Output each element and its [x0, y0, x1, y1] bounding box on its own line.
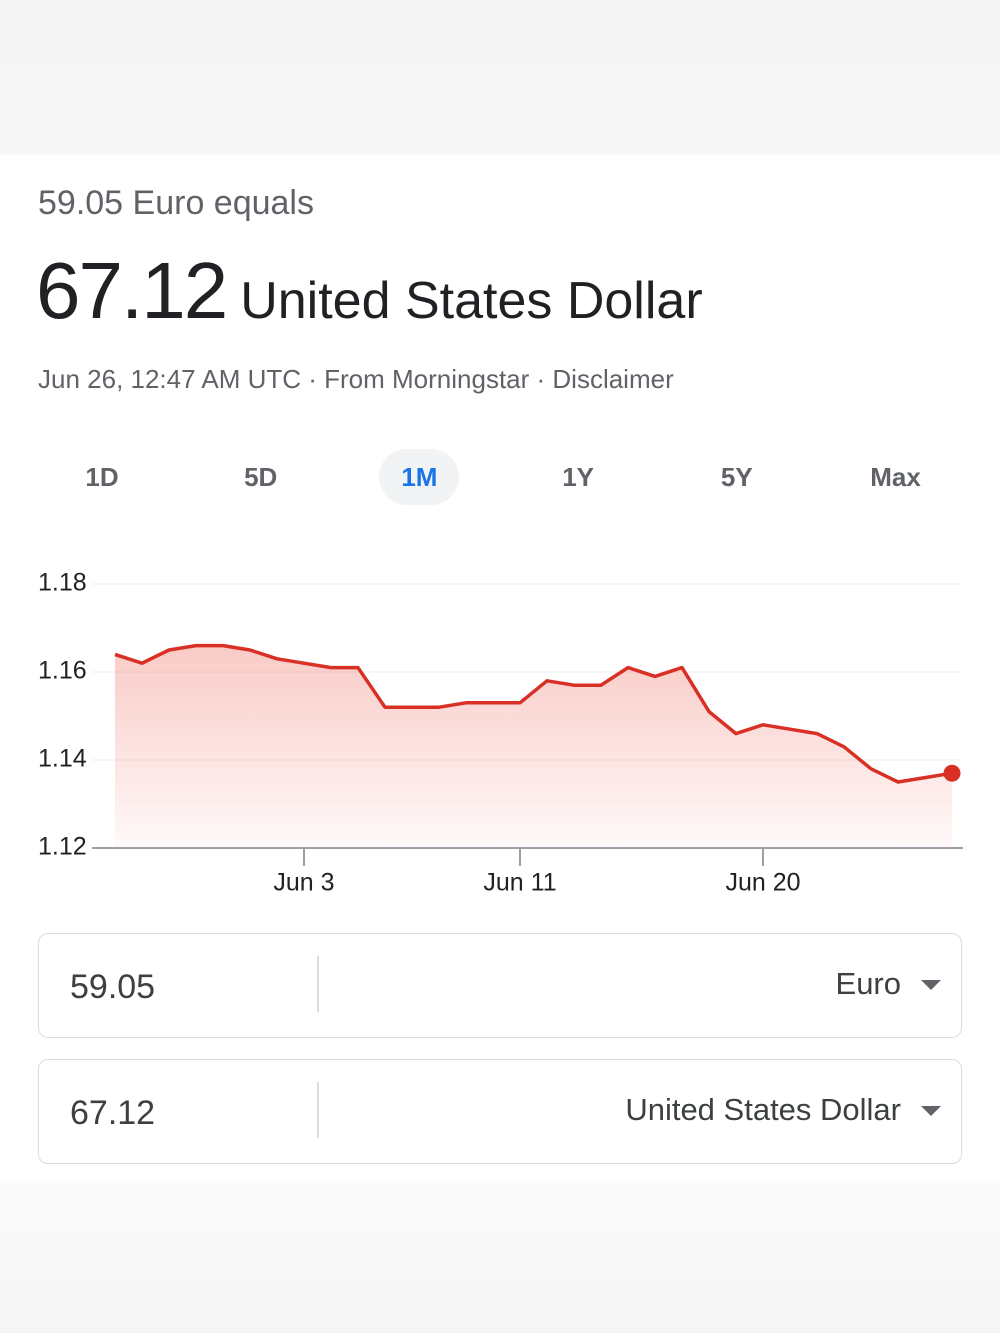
area: [115, 645, 952, 848]
amount-input[interactable]: 59.05: [70, 968, 156, 1006]
top-fade: [0, 0, 1000, 155]
y-tick-label: 1.12: [38, 833, 87, 861]
y-tick-label: 1.14: [38, 745, 87, 773]
range-tab[interactable]: 1Y: [562, 462, 594, 492]
divider: [317, 956, 319, 1012]
bottom-fade: [0, 1180, 1000, 1333]
currency-select[interactable]: Euro: [835, 966, 901, 1001]
dropdown-caret[interactable]: [921, 1106, 941, 1116]
range-tab[interactable]: 1D: [85, 462, 119, 492]
converter-row: 67.12 United States Dollar: [38, 1059, 962, 1164]
divider: [317, 1082, 319, 1138]
range-tab[interactable]: 5Y: [720, 462, 753, 492]
subtitle: 59.05 Euro equals: [38, 184, 314, 222]
chart: 1.12 1.14 1.16 1.18 Jun 3 Jun 11 Jun 20: [38, 569, 963, 897]
end-dot: [943, 764, 961, 782]
line: [114, 643, 953, 784]
x-tick-label: Jun 11: [483, 869, 556, 897]
range-tab[interactable]: 1M: [379, 449, 460, 505]
converter-row: 59.05 Euro: [38, 933, 962, 1038]
result-currency: United States Dollar: [240, 272, 703, 330]
meta: Jun 26, 12:47 AM UTC · From Morningstar …: [38, 364, 674, 394]
range-tab[interactable]: Max: [870, 462, 921, 492]
result-amount: 67.12: [36, 246, 228, 335]
y-tick-label: 1.16: [38, 657, 87, 685]
x-tick-label: Jun 20: [725, 869, 800, 897]
amount-input[interactable]: 67.12: [70, 1094, 156, 1132]
currency-select[interactable]: United States Dollar: [625, 1092, 901, 1127]
x-tick-label: Jun 3: [273, 869, 334, 897]
result: 67.12 United States Dollar: [36, 245, 703, 337]
range-tab[interactable]: 5D: [244, 462, 278, 492]
dropdown-caret[interactable]: [921, 980, 941, 990]
y-tick-label: 1.18: [38, 569, 87, 597]
